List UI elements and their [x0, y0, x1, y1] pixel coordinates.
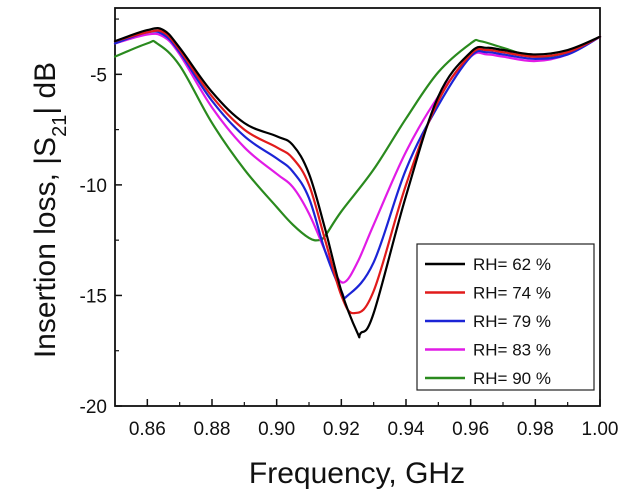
- y-tick-label: -20: [80, 397, 107, 418]
- legend-label-1: RH= 62 %: [473, 255, 551, 274]
- series-line-5: [113, 35, 602, 242]
- legend-label-3: RH= 79 %: [473, 312, 551, 331]
- series-line-4: [113, 32, 602, 284]
- legend-box: [416, 243, 595, 391]
- y-axis-title-part1: Insertion loss, |S: [29, 137, 62, 358]
- x-tick-label: 0.86: [129, 419, 166, 440]
- x-axis-title: Frequency, GHz: [249, 457, 465, 490]
- legend-label-4: RH= 83 %: [473, 341, 551, 360]
- legend: RH= 62 % RH= 74 % RH= 79 % RH= 83 % RH= 90 %: [416, 243, 595, 391]
- legend-label-2: RH= 74 %: [473, 284, 551, 303]
- series-line-1: [113, 27, 602, 339]
- y-tick-label: -5: [90, 65, 107, 86]
- legend-items: RH= 62 % RH= 74 % RH= 79 % RH= 83 % RH= 90 %: [425, 255, 551, 388]
- y-tick-label: -10: [80, 176, 107, 197]
- x-tick-label: 0.94: [388, 419, 425, 440]
- series-layer: [113, 27, 602, 339]
- x-tick-label: 0.98: [517, 419, 554, 440]
- x-tick-label: 0.90: [258, 419, 295, 440]
- x-tick-label: 0.88: [194, 419, 231, 440]
- y-axis-title-part2: | dB: [29, 62, 62, 115]
- y-tick-label: -15: [80, 286, 107, 307]
- x-tick-label: 1.00: [582, 419, 619, 440]
- x-tick-label: 0.92: [323, 419, 360, 440]
- tick-layer: 0.86 0.88 0.90 0.92 0.94 0.96 0.98 1.00 -20 -15 -1…: [80, 18, 619, 440]
- x-tick-label: 0.96: [452, 419, 489, 440]
- plot-frame: [114, 7, 601, 407]
- legend-label-5: RH= 90 %: [473, 369, 551, 388]
- y-axis-title: Insertion loss, |S21| dB: [29, 62, 71, 358]
- y-axis-title-subscript: 21: [49, 115, 71, 137]
